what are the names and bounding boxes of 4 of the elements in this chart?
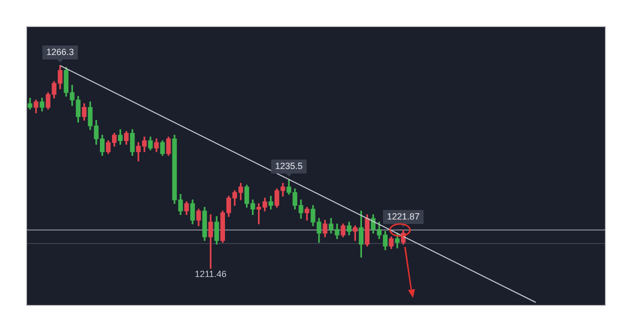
annotation: 1266.3 bbox=[46, 47, 74, 58]
annotation: 1221.87 bbox=[387, 211, 420, 222]
annotation: 1211.46 bbox=[194, 268, 227, 279]
annotation: 1235.5 bbox=[275, 161, 303, 172]
